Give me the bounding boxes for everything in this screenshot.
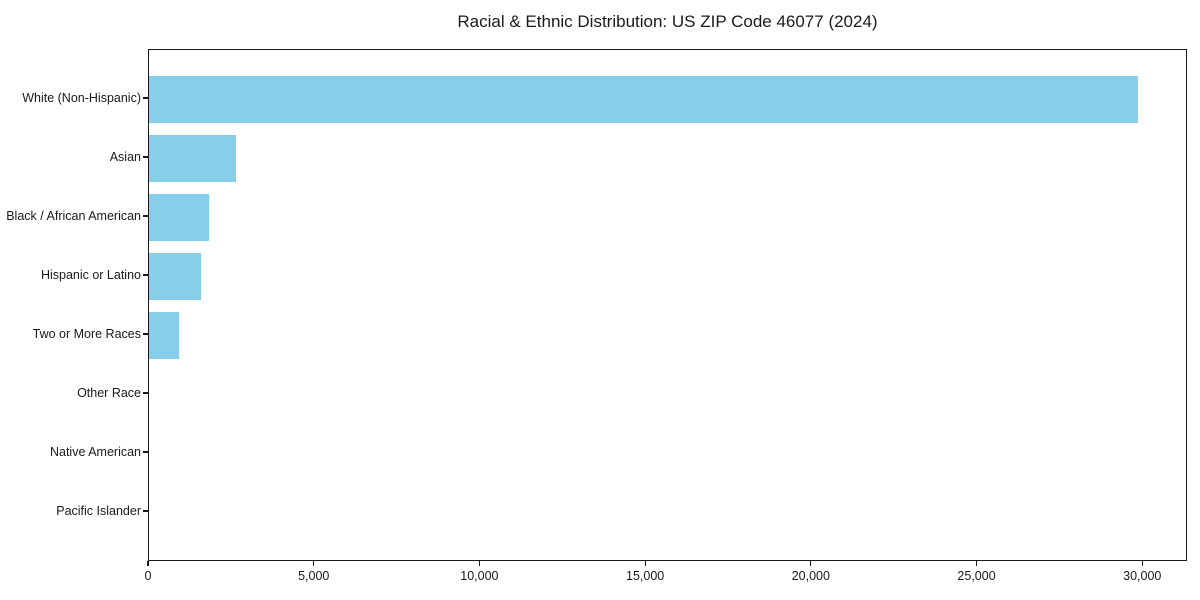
chart-title: Racial & Ethnic Distribution: US ZIP Cod… [457, 12, 878, 31]
x-tick-mark [975, 561, 978, 566]
y-tick-mark [143, 215, 148, 217]
x-axis-label: 30,000 [1123, 569, 1162, 583]
x-axis-label: 0 [144, 569, 152, 583]
y-tick-mark [143, 392, 148, 394]
x-axis-label: 15,000 [626, 569, 665, 583]
y-axis-label: Other Race [77, 385, 141, 400]
y-axis-label: White (Non-Hispanic) [22, 90, 141, 105]
x-axis-label: 5,000 [298, 569, 330, 583]
x-tick-mark [147, 561, 149, 566]
bar [149, 193, 209, 241]
plot-area [148, 49, 1187, 561]
y-tick-mark [143, 274, 148, 276]
x-axis-label: 20,000 [791, 569, 830, 583]
y-axis-label: Black / African American [6, 208, 141, 223]
x-axis-label: 25,000 [957, 569, 996, 583]
bar [149, 252, 202, 300]
y-axis-label: Pacific Islander [56, 503, 141, 518]
y-tick-mark [143, 333, 148, 335]
y-tick-mark [143, 97, 148, 99]
x-tick-mark [810, 561, 812, 566]
bar [149, 134, 236, 182]
x-axis-label: 10,000 [460, 569, 499, 583]
bar [149, 75, 1139, 123]
bar [149, 311, 179, 359]
x-tick-mark [644, 561, 646, 566]
y-axis-label: Native American [49, 444, 141, 459]
y-tick-mark [143, 451, 148, 453]
y-tick-mark [143, 510, 148, 512]
y-tick-mark [143, 156, 148, 158]
x-tick-mark [1141, 561, 1143, 566]
x-tick-mark [313, 561, 315, 566]
x-tick-mark [478, 561, 480, 566]
y-axis-label: Two or More Races [32, 326, 141, 341]
y-axis-label: Hispanic or Latino [40, 267, 141, 282]
y-axis-label: Asian [109, 149, 141, 164]
